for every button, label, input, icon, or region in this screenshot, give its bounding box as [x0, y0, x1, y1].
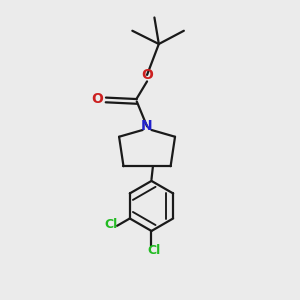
Text: Cl: Cl [104, 218, 118, 231]
Text: N: N [141, 119, 153, 134]
Text: O: O [92, 92, 103, 106]
Text: O: O [142, 68, 154, 82]
Text: Cl: Cl [148, 244, 161, 257]
